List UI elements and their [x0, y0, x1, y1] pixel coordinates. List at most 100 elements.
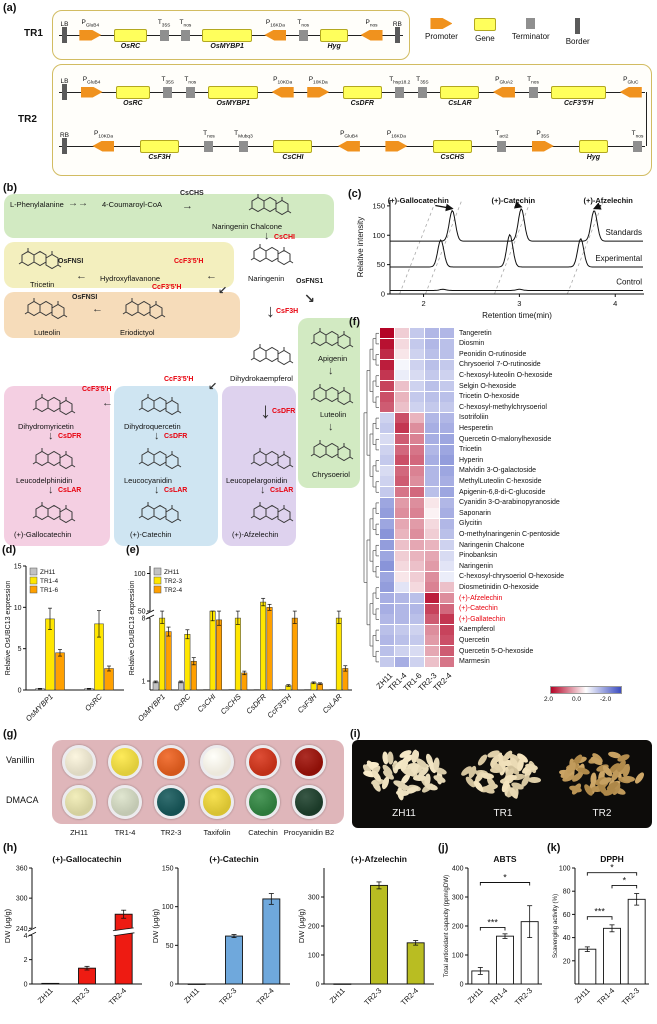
heatmap-cell — [380, 497, 395, 508]
molecule-structure — [32, 446, 76, 472]
molecule-structure — [250, 342, 294, 368]
chart-title: (+)-Catechin — [209, 854, 258, 864]
x-category-label: CcF3'5'H — [265, 692, 293, 720]
construct-row: LB PGluB4 OsRC T35S Tnos OsMYBP1 P10KDa P10KDa C… — [53, 65, 651, 119]
significance-stars: * — [610, 863, 614, 873]
heatmap-cell — [380, 434, 395, 444]
label-sub: nos — [369, 23, 378, 28]
heatmap-cell — [410, 603, 425, 614]
pathway-arrow-icon: ↓ — [266, 301, 275, 321]
chart-title: ABTS — [493, 854, 516, 864]
border-symbol-icon — [575, 18, 581, 34]
guide-line — [399, 199, 437, 295]
bar — [291, 617, 298, 691]
heatmap-cell — [410, 465, 425, 476]
construct-element-label: P16KDa — [387, 130, 406, 139]
heatmap-cell — [395, 412, 410, 423]
chart-text: 150 — [372, 201, 385, 210]
heatmap-cell — [425, 391, 440, 402]
heatmap-cell — [380, 529, 395, 540]
heatmap-cell — [410, 550, 425, 561]
heatmap-cell — [410, 614, 425, 625]
heatmap-row-label: Naringenin Chalcone — [459, 541, 525, 549]
legend-swatch — [29, 585, 38, 594]
label-main: OsMYBP1 — [216, 100, 250, 107]
x-category-label: CsDFR — [244, 692, 268, 716]
heatmap-cell — [380, 349, 395, 360]
x-category-label: ZH11 — [466, 986, 485, 1005]
promoter-arrow-icon — [619, 86, 642, 98]
heatmap-cell — [425, 423, 440, 434]
heatmap-cell — [440, 402, 455, 413]
construct-element-label: PGluB4 — [81, 19, 99, 28]
heatmap-cell — [440, 603, 455, 614]
legend-entry: ZH11 — [164, 569, 180, 576]
construct-element-term: Tnos — [527, 76, 539, 98]
tr1-construct-box: LB PGluB4 OsRC T35S Tnos OsMYBP1 P16KDa Tnos Hyg… — [52, 10, 410, 60]
heatmap-row-label: Naringenin — [459, 562, 493, 570]
x-category-label: TR2-4 — [255, 986, 276, 1007]
construct-element-promoter: P16KDa — [264, 19, 287, 41]
tdna-border-bar — [62, 27, 67, 43]
pathway-arrow-icon: ← — [76, 270, 87, 282]
heatmap-cell — [440, 423, 455, 434]
pathway-arrow-icon: ← — [102, 397, 113, 409]
heatmap-cell — [410, 434, 425, 444]
pathway-diagram: L-Phenylalanine 4-Coumaroyl-CoA Naringenin… — [2, 190, 452, 552]
promoter-arrow-icon — [80, 86, 103, 98]
heatmap-cell — [410, 391, 425, 402]
heatmap-cell — [425, 593, 440, 603]
heatmap-cell — [440, 476, 455, 487]
molecule-structure-icon — [18, 248, 62, 270]
heatmap-cell — [425, 561, 440, 572]
heatmap-row-label: Apigenin-6,8-di-C-glucoside — [459, 488, 546, 496]
heatmap-row-label: Hyperin — [459, 456, 484, 464]
heatmap-cell — [380, 487, 395, 497]
heatmap-cell — [440, 381, 455, 391]
construct-element-gene: CsCHI — [273, 139, 313, 161]
label-sub: 10KDa — [98, 134, 113, 139]
heatmap-cell — [395, 476, 410, 487]
heatmap-row-label: (+)-Afzelechin — [459, 594, 503, 602]
label-main: T — [389, 75, 394, 83]
molecule-structure — [138, 500, 182, 526]
pathway-region — [4, 194, 334, 238]
label-main: OsRC — [120, 43, 141, 50]
heatmap-row-label: Quercetin 5-O-hexoside — [459, 647, 534, 655]
label-sub: nos — [301, 23, 310, 28]
label-sub: 16KDa — [391, 134, 406, 139]
rice-seed — [632, 771, 646, 786]
label-main: T — [184, 75, 189, 83]
heatmap-cell — [395, 328, 410, 338]
bar — [260, 601, 267, 691]
enzyme-label: CsLAR — [58, 487, 82, 494]
bar — [184, 634, 191, 691]
heatmap-cell — [440, 349, 455, 360]
bar — [41, 982, 60, 985]
heatmap-cell — [410, 518, 425, 529]
peak-label: (+)-Catechin — [492, 196, 536, 205]
heatmap-cell — [410, 635, 425, 646]
legend-label: Promoter — [425, 32, 458, 41]
label-main: CsLAR — [448, 100, 472, 107]
heatmap-row-label: Cyanidin 3-O-arabinopyranoside — [459, 499, 560, 507]
construct-element-border: LB — [61, 21, 68, 43]
chromatogram-trace — [390, 207, 643, 242]
heatmap-cell — [440, 444, 455, 455]
molecule-structure — [310, 438, 354, 464]
chart-text: 0 — [381, 290, 385, 299]
chart-text: 80 — [563, 889, 571, 896]
assay-well — [200, 785, 234, 819]
assay-well — [292, 745, 326, 779]
gene-symbol-icon — [473, 18, 496, 31]
tdna-border-bar — [394, 27, 400, 43]
heatmap-cell — [410, 582, 425, 593]
bar — [603, 927, 621, 985]
chart-text: 360 — [16, 866, 28, 873]
heatmap-row-label: MethylLuteolin C-hexoside — [459, 477, 542, 485]
heatmap-cell — [410, 444, 425, 455]
label-main: OsMYBP1 — [210, 43, 244, 50]
pathway-arrow-icon: ↘ — [304, 291, 315, 306]
y-axis-label: DW (μg/g) — [151, 908, 160, 943]
heatmap-cell — [395, 656, 410, 667]
